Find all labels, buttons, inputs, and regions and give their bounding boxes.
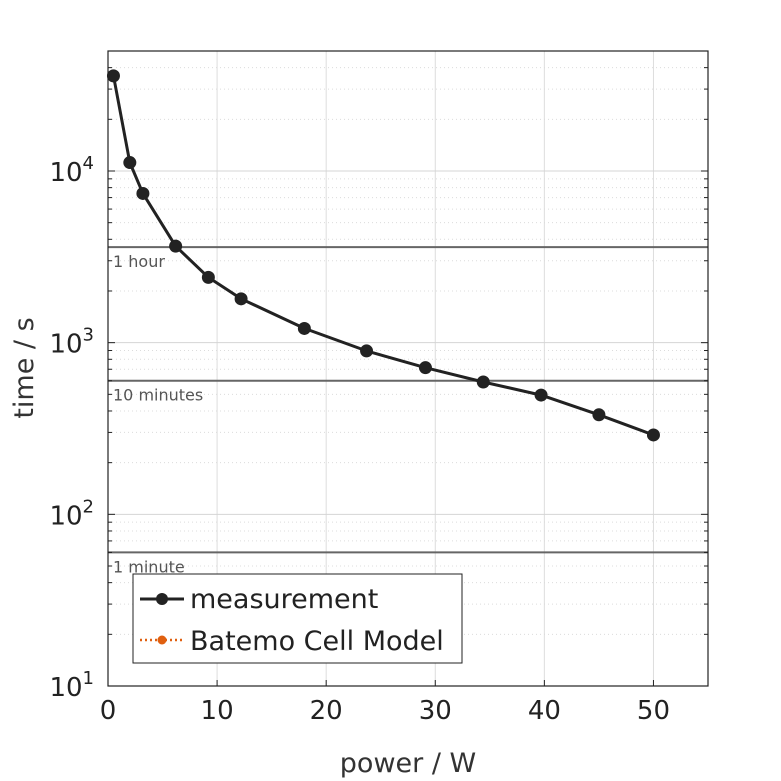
- data-point: [534, 388, 548, 402]
- data-point: [646, 428, 660, 442]
- y-tick-label: 104: [49, 153, 94, 188]
- series-layer: [106, 69, 660, 442]
- data-point: [123, 156, 137, 170]
- plot-area: [107, 50, 709, 687]
- x-tick-label: 0: [100, 696, 117, 726]
- data-point: [418, 361, 432, 375]
- data-point: [476, 375, 490, 389]
- legend-label-batemo-cell-model: Batemo Cell Model: [190, 626, 444, 657]
- reference-lines: 1 hour 10 minutes 1 minute: [108, 246, 708, 576]
- data-point: [106, 69, 120, 83]
- data-point: [136, 186, 150, 200]
- data-point: [234, 292, 248, 306]
- reference-line-label: 1 hour: [113, 252, 165, 271]
- x-tick-label: 10: [201, 696, 234, 726]
- data-point: [169, 239, 183, 253]
- axis-ticks: 0 10 20 30 40 50 101 102 103 104: [49, 50, 708, 726]
- reference-line-label: 10 minutes: [113, 386, 203, 405]
- data-point: [360, 344, 374, 358]
- legend-label-measurement: measurement: [190, 584, 378, 615]
- y-tick-label: 102: [49, 496, 94, 531]
- data-point: [297, 321, 311, 335]
- data-point: [201, 270, 215, 284]
- x-tick-label: 50: [637, 696, 670, 726]
- x-tick-label: 30: [419, 696, 452, 726]
- y-axis-title: time / s: [9, 317, 40, 418]
- x-axis-title: power / W: [340, 748, 476, 779]
- y-tick-label: 103: [49, 325, 94, 360]
- legend: measurement Batemo Cell Model: [132, 573, 463, 664]
- reference-line-label: 1 minute: [113, 557, 185, 576]
- y-tick-label: 101: [49, 668, 94, 703]
- x-tick-label: 40: [528, 696, 561, 726]
- legend-marker-batemo-cell-model: [157, 635, 167, 645]
- legend-box: [132, 573, 463, 664]
- legend-marker-measurement: [156, 593, 168, 605]
- data-point: [592, 408, 606, 422]
- x-tick-label: 20: [310, 696, 343, 726]
